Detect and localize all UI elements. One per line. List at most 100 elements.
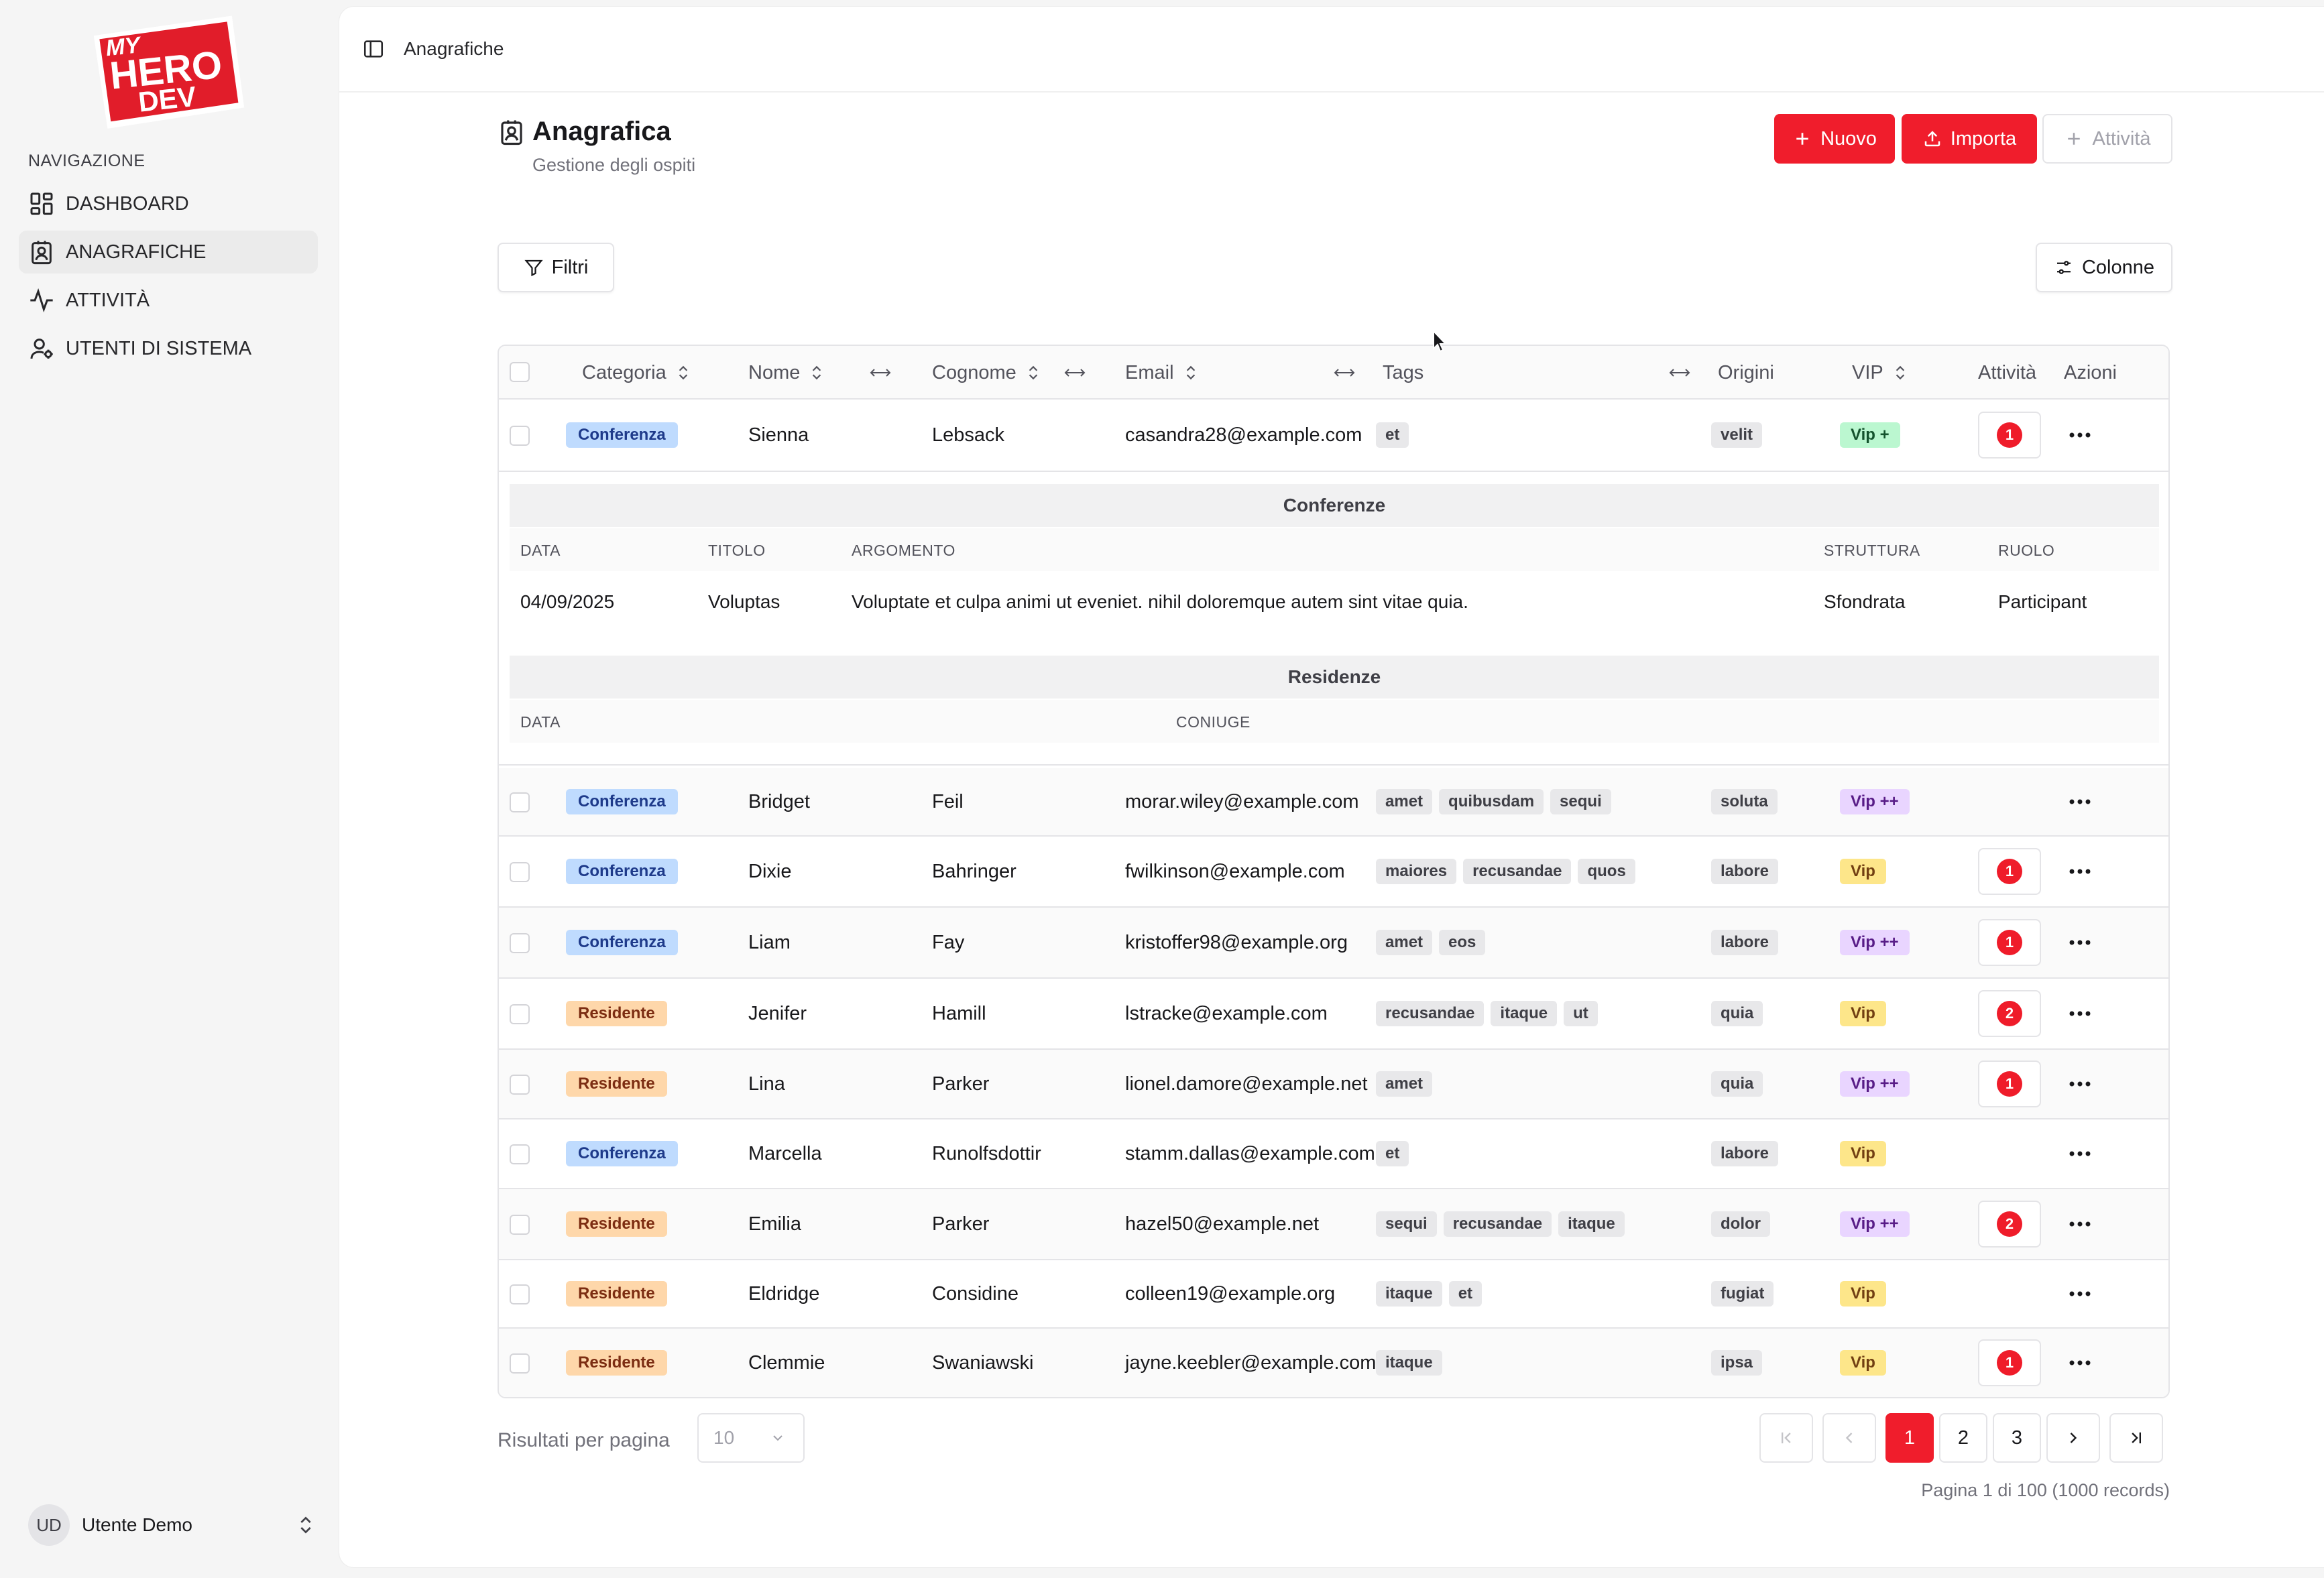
column-resize-icon[interactable]: [1333, 363, 1356, 382]
activity-count-badge: 1: [1997, 930, 2022, 955]
more-actions-icon[interactable]: [2068, 1220, 2092, 1228]
surname-cell: Swaniawski: [932, 1351, 1034, 1374]
sidebar-item-attivita[interactable]: ATTIVITÀ: [19, 279, 318, 322]
table-row[interactable]: Conferenza Liam Fay kristoffer98@example.or…: [499, 908, 2168, 979]
more-actions-icon[interactable]: [2068, 798, 2092, 806]
more-actions-icon[interactable]: [2068, 431, 2092, 439]
page-button-2[interactable]: 2: [1939, 1413, 1987, 1463]
row-checkbox[interactable]: [510, 1353, 530, 1374]
tag-badge: maiores: [1376, 859, 1457, 884]
column-header-cognome[interactable]: Cognome: [932, 346, 1042, 400]
column-header-vip[interactable]: VIP: [1852, 346, 1909, 400]
table-row[interactable]: Residente Clemmie Swaniawski jayne.keebler@…: [499, 1329, 2168, 1397]
table-row[interactable]: Conferenza Bridget Feil morar.wiley@example…: [499, 768, 2168, 837]
previous-page-button[interactable]: [1822, 1413, 1876, 1463]
more-actions-icon[interactable]: [2068, 867, 2092, 875]
row-checkbox[interactable]: [510, 1075, 530, 1095]
category-cell: Residente: [566, 1050, 667, 1118]
column-header-email[interactable]: Email: [1125, 346, 1200, 400]
surname-cell: Considine: [932, 1282, 1019, 1304]
row-checkbox[interactable]: [510, 1215, 530, 1235]
surname-cell: Parker: [932, 1213, 990, 1235]
sidebar-item-anagrafiche[interactable]: ANAGRAFICHE: [19, 231, 318, 274]
vip-cell: Vip: [1840, 837, 1886, 906]
activity-count-button[interactable]: 1: [1978, 848, 2041, 895]
sort-icon[interactable]: [1892, 364, 1909, 381]
column-resize-icon[interactable]: [1668, 363, 1691, 382]
vip-cell: Vip +: [1840, 400, 1900, 471]
conferences-subheader: [510, 528, 2159, 571]
activity-cell: 1: [1978, 1050, 2041, 1118]
column-resize-icon[interactable]: [869, 363, 892, 382]
sort-icon[interactable]: [1025, 364, 1042, 381]
app-logo[interactable]: MY HERO DEV: [89, 15, 247, 129]
origin-badge: soluta: [1711, 789, 1778, 814]
residences-section-title: Residenze: [510, 656, 2159, 699]
conference-structure: Sfondrata: [1824, 591, 1906, 612]
sort-icon[interactable]: [675, 364, 692, 381]
table-row[interactable]: Conferenza Sienna Lebsack casandra28@exampl…: [499, 400, 2168, 472]
column-header-categoria[interactable]: Categoria: [582, 346, 692, 400]
table-row[interactable]: Conferenza Marcella Runolfsdottir stamm.dal…: [499, 1119, 2168, 1189]
activity-count-button[interactable]: 1: [1978, 412, 2041, 459]
next-page-button[interactable]: [2046, 1413, 2100, 1463]
more-actions-icon[interactable]: [2068, 1150, 2092, 1158]
new-button[interactable]: Nuovo: [1774, 114, 1895, 164]
more-actions-icon[interactable]: [2068, 1010, 2092, 1018]
row-checkbox[interactable]: [510, 792, 530, 812]
table-row[interactable]: Conferenza Dixie Bahringer fwilkinson@examp…: [499, 837, 2168, 908]
activity-count-button[interactable]: 1: [1978, 919, 2041, 966]
sidebar-item-dashboard[interactable]: DASHBOARD: [19, 182, 318, 225]
sidebar-item-utenti-di-sistema[interactable]: UTENTI DI SISTEMA: [19, 327, 318, 370]
origin-cell: quia: [1711, 1050, 1769, 1118]
last-page-button[interactable]: [2109, 1413, 2163, 1463]
tag-badge: quos: [1578, 859, 1635, 884]
row-checkbox[interactable]: [510, 1004, 530, 1024]
columns-button[interactable]: Colonne: [2036, 243, 2172, 292]
category-badge: Residente: [566, 1071, 667, 1097]
activity-count-button[interactable]: 2: [1978, 990, 2041, 1037]
row-checkbox[interactable]: [510, 933, 530, 953]
origin-badge: quia: [1711, 1071, 1763, 1097]
table-row[interactable]: Residente Eldridge Considine colleen19@exam…: [499, 1260, 2168, 1329]
table-row[interactable]: Residente Emilia Parker hazel50@example.net…: [499, 1189, 2168, 1260]
row-checkbox[interactable]: [510, 426, 530, 446]
filters-button[interactable]: Filtri: [498, 243, 614, 292]
sub-header-coniuge: CONIUGE: [1176, 713, 1251, 731]
activity-count-button[interactable]: 1: [1978, 1339, 2041, 1386]
mouse-cursor-icon: [1433, 330, 1448, 353]
page-button-3[interactable]: 3: [1993, 1413, 2041, 1463]
user-menu[interactable]: UD Utente Demo: [28, 1502, 316, 1549]
per-page-label: Risultati per pagina: [498, 1429, 670, 1451]
activity-count-button[interactable]: 2: [1978, 1201, 2041, 1248]
more-actions-icon[interactable]: [2068, 1359, 2092, 1367]
column-header-nome[interactable]: Nome: [748, 346, 825, 400]
table-row[interactable]: Residente Lina Parker lionel.damore@example…: [499, 1050, 2168, 1119]
per-page-select[interactable]: 10: [697, 1413, 805, 1463]
more-actions-icon[interactable]: [2068, 1080, 2092, 1088]
activity-count-button[interactable]: 1: [1978, 1060, 2041, 1107]
vip-badge: Vip: [1840, 1141, 1886, 1166]
import-button[interactable]: Importa: [1902, 114, 2037, 164]
name-cell: Marcella: [748, 1142, 822, 1164]
activity-button[interactable]: Attività: [2042, 114, 2172, 164]
table-row[interactable]: Residente Jenifer Hamill lstracke@example.c…: [499, 979, 2168, 1050]
sort-icon[interactable]: [1182, 364, 1200, 381]
sort-icon[interactable]: [808, 364, 825, 381]
page-button-1[interactable]: 1: [1885, 1413, 1934, 1463]
category-badge: Conferenza: [566, 859, 678, 884]
vip-cell: Vip: [1840, 1260, 1886, 1327]
more-actions-icon[interactable]: [2068, 938, 2092, 947]
row-checkbox[interactable]: [510, 862, 530, 882]
row-checkbox[interactable]: [510, 1144, 530, 1164]
tag-badge: itaque: [1558, 1211, 1625, 1237]
first-page-button[interactable]: [1759, 1413, 1813, 1463]
chevron-down-icon: [773, 1435, 782, 1441]
breadcrumb[interactable]: Anagrafiche: [404, 38, 504, 59]
more-actions-icon[interactable]: [2068, 1290, 2092, 1298]
row-checkbox[interactable]: [510, 1284, 530, 1304]
column-resize-icon[interactable]: [1063, 363, 1086, 382]
email-cell: fwilkinson@example.com: [1125, 860, 1345, 882]
sidebar-toggle-icon[interactable]: [362, 38, 385, 60]
select-all-checkbox[interactable]: [510, 362, 530, 382]
